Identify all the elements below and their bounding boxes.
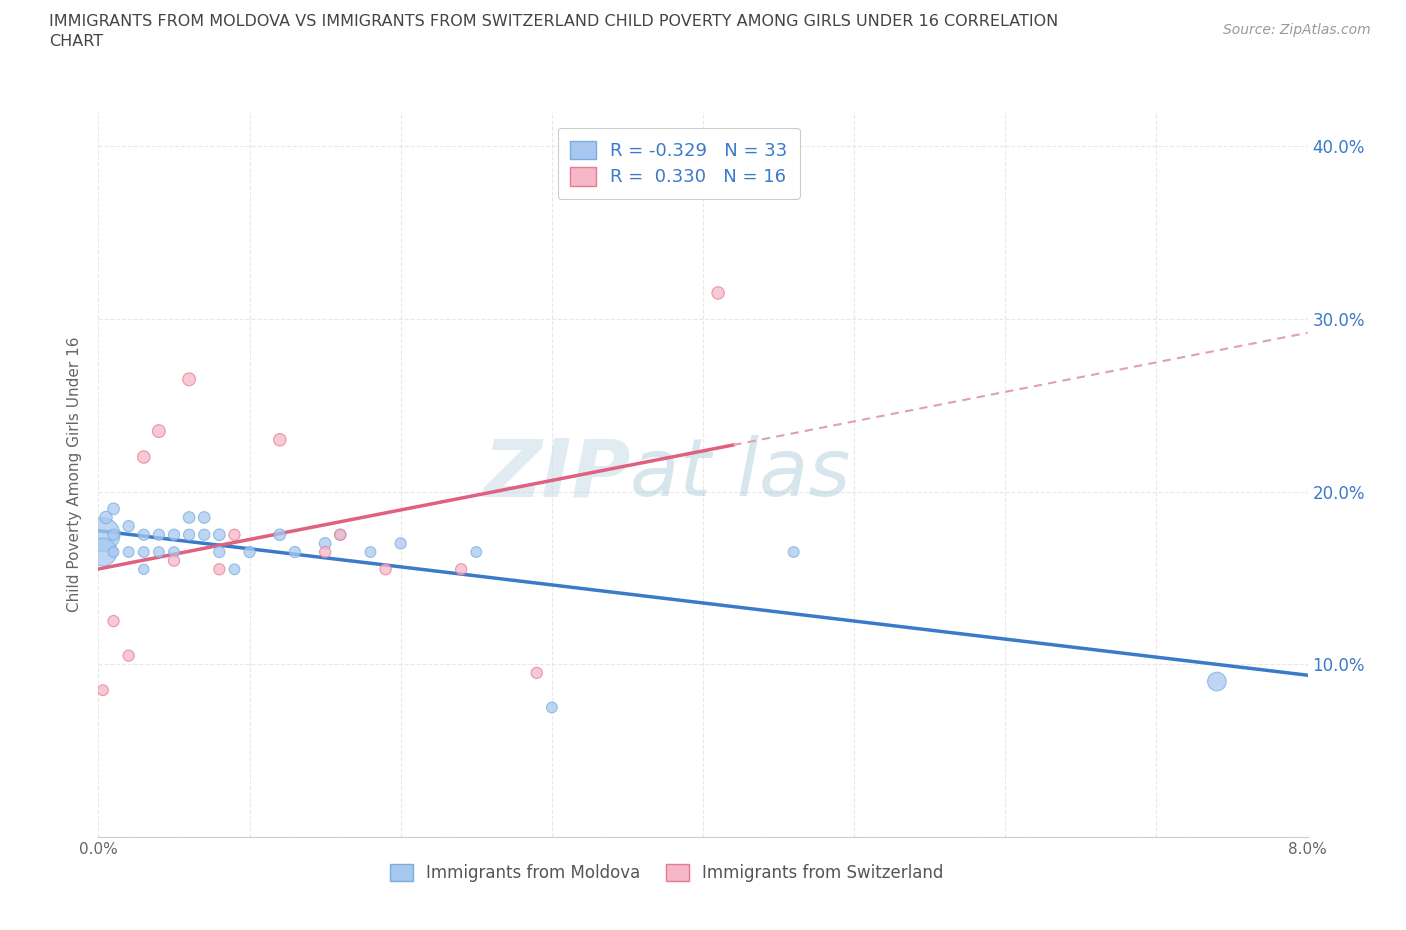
- Point: [148, 424, 170, 439]
- Point: [91, 545, 114, 560]
- Point: [389, 536, 412, 551]
- Point: [329, 527, 352, 542]
- Point: [179, 527, 201, 542]
- Point: [94, 510, 117, 525]
- Text: at las: at las: [630, 435, 851, 513]
- Point: [329, 527, 352, 542]
- Point: [314, 545, 336, 560]
- Point: [103, 614, 125, 629]
- Point: [224, 527, 246, 542]
- Point: [148, 527, 170, 542]
- Point: [103, 545, 125, 560]
- Point: [148, 545, 170, 560]
- Point: [132, 562, 155, 577]
- Point: [526, 666, 548, 681]
- Point: [208, 545, 231, 560]
- Text: CHART: CHART: [49, 34, 103, 49]
- Point: [707, 286, 730, 300]
- Point: [163, 545, 186, 560]
- Text: IMMIGRANTS FROM MOLDOVA VS IMMIGRANTS FROM SWITZERLAND CHILD POVERTY AMONG GIRLS: IMMIGRANTS FROM MOLDOVA VS IMMIGRANTS FR…: [49, 14, 1059, 29]
- Point: [284, 545, 307, 560]
- Point: [224, 562, 246, 577]
- Point: [269, 432, 291, 447]
- Point: [103, 501, 125, 516]
- Point: [103, 527, 125, 542]
- Point: [163, 553, 186, 568]
- Point: [193, 527, 215, 542]
- Point: [465, 545, 488, 560]
- Point: [179, 510, 201, 525]
- Point: [540, 700, 562, 715]
- Text: Source: ZipAtlas.com: Source: ZipAtlas.com: [1223, 23, 1371, 37]
- Point: [208, 527, 231, 542]
- Point: [450, 562, 472, 577]
- Point: [179, 372, 201, 387]
- Point: [360, 545, 382, 560]
- Point: [91, 527, 114, 542]
- Point: [374, 562, 396, 577]
- Legend: Immigrants from Moldova, Immigrants from Switzerland: Immigrants from Moldova, Immigrants from…: [378, 853, 955, 894]
- Point: [118, 648, 141, 663]
- Point: [208, 562, 231, 577]
- Point: [193, 510, 215, 525]
- Point: [314, 536, 336, 551]
- Point: [239, 545, 262, 560]
- Point: [783, 545, 806, 560]
- Point: [1206, 674, 1229, 689]
- Point: [118, 545, 141, 560]
- Y-axis label: Child Poverty Among Girls Under 16: Child Poverty Among Girls Under 16: [67, 337, 83, 612]
- Text: ZIP: ZIP: [484, 435, 630, 513]
- Point: [132, 527, 155, 542]
- Point: [132, 449, 155, 464]
- Point: [132, 545, 155, 560]
- Point: [269, 527, 291, 542]
- Point: [163, 527, 186, 542]
- Point: [91, 683, 114, 698]
- Point: [118, 519, 141, 534]
